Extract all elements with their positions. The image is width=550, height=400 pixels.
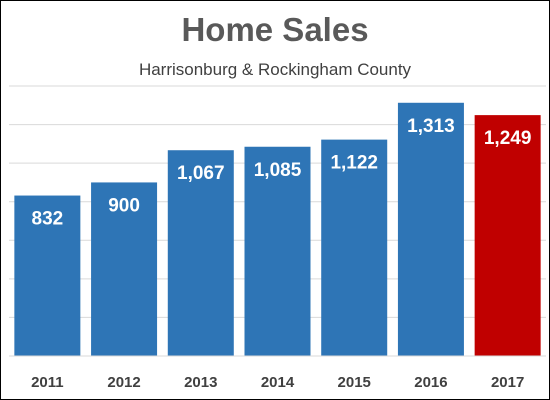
x-tick-label-2011: 2011 — [31, 374, 64, 391]
bar-2013 — [167, 150, 234, 356]
x-tick-label-2017: 2017 — [491, 374, 524, 391]
value-label-2016: 1,313 — [407, 116, 455, 137]
chart-subtitle: Harrisonburg & Rockingham County — [138, 60, 412, 79]
bars — [14, 102, 541, 357]
bar-2015 — [321, 139, 388, 356]
value-label-2015: 1,122 — [330, 153, 378, 174]
value-label-2014: 1,085 — [254, 160, 302, 181]
value-label-2013: 1,067 — [177, 163, 225, 184]
bar-2012 — [91, 182, 158, 356]
value-labels: 832 900 1,067 1,085 1,122 1,313 1,249 — [32, 116, 532, 230]
bar-2011 — [14, 195, 81, 356]
x-tick-label-2013: 2013 — [184, 374, 217, 391]
value-label-2011: 832 — [32, 209, 64, 230]
x-tick-label-2014: 2014 — [261, 374, 295, 391]
chart-title: Home Sales — [181, 11, 369, 48]
value-label-2017: 1,249 — [484, 128, 532, 149]
x-tick-labels: 2011 2012 2013 2014 2015 2016 2017 — [31, 374, 524, 391]
bar-2016 — [397, 102, 464, 357]
bar-2014 — [244, 146, 311, 356]
value-label-2012: 900 — [108, 195, 140, 216]
x-tick-label-2015: 2015 — [338, 374, 371, 391]
x-tick-label-2012: 2012 — [107, 374, 140, 391]
bar-2017 — [474, 115, 541, 356]
x-tick-label-2016: 2016 — [414, 374, 447, 391]
